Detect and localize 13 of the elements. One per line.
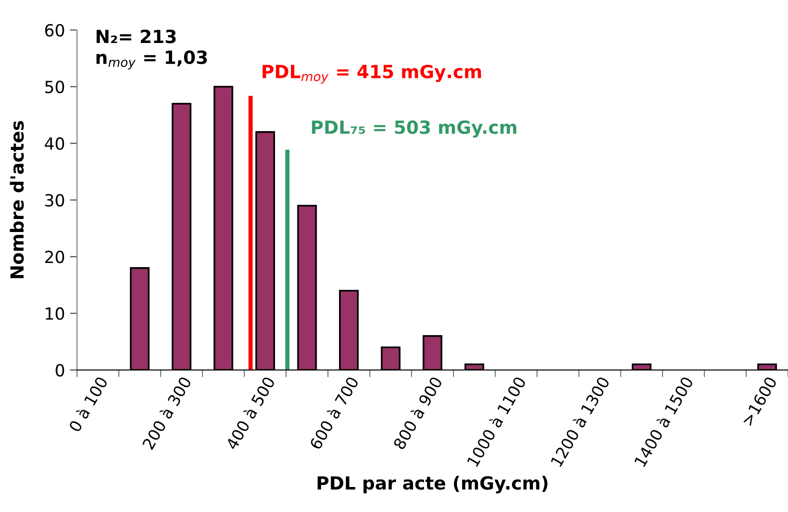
y-tick-label: 60 [45,24,64,37]
annotation: N₂= 213 [96,30,176,44]
y-tick-label: 20 [45,250,64,264]
annotation: n$_{moy}$ = 1,03 [96,50,207,70]
y-tick-label: 10 [46,307,64,320]
y-axis-title: Nombre d'actes [10,121,24,278]
ref-line-label: PDL₇₅ = 503 mGy.cm [312,120,516,138]
y-tick-label: 40 [44,137,64,150]
y-tick-label: 0 [56,364,64,377]
y-tick-label: 50 [45,80,64,94]
x-axis-title: PDL par acte (mGy.cm) [318,476,548,494]
ref-line-label: PDL$_{moy}$ = 415 mGy.cm [262,64,481,84]
y-tick-label: 30 [45,194,64,207]
